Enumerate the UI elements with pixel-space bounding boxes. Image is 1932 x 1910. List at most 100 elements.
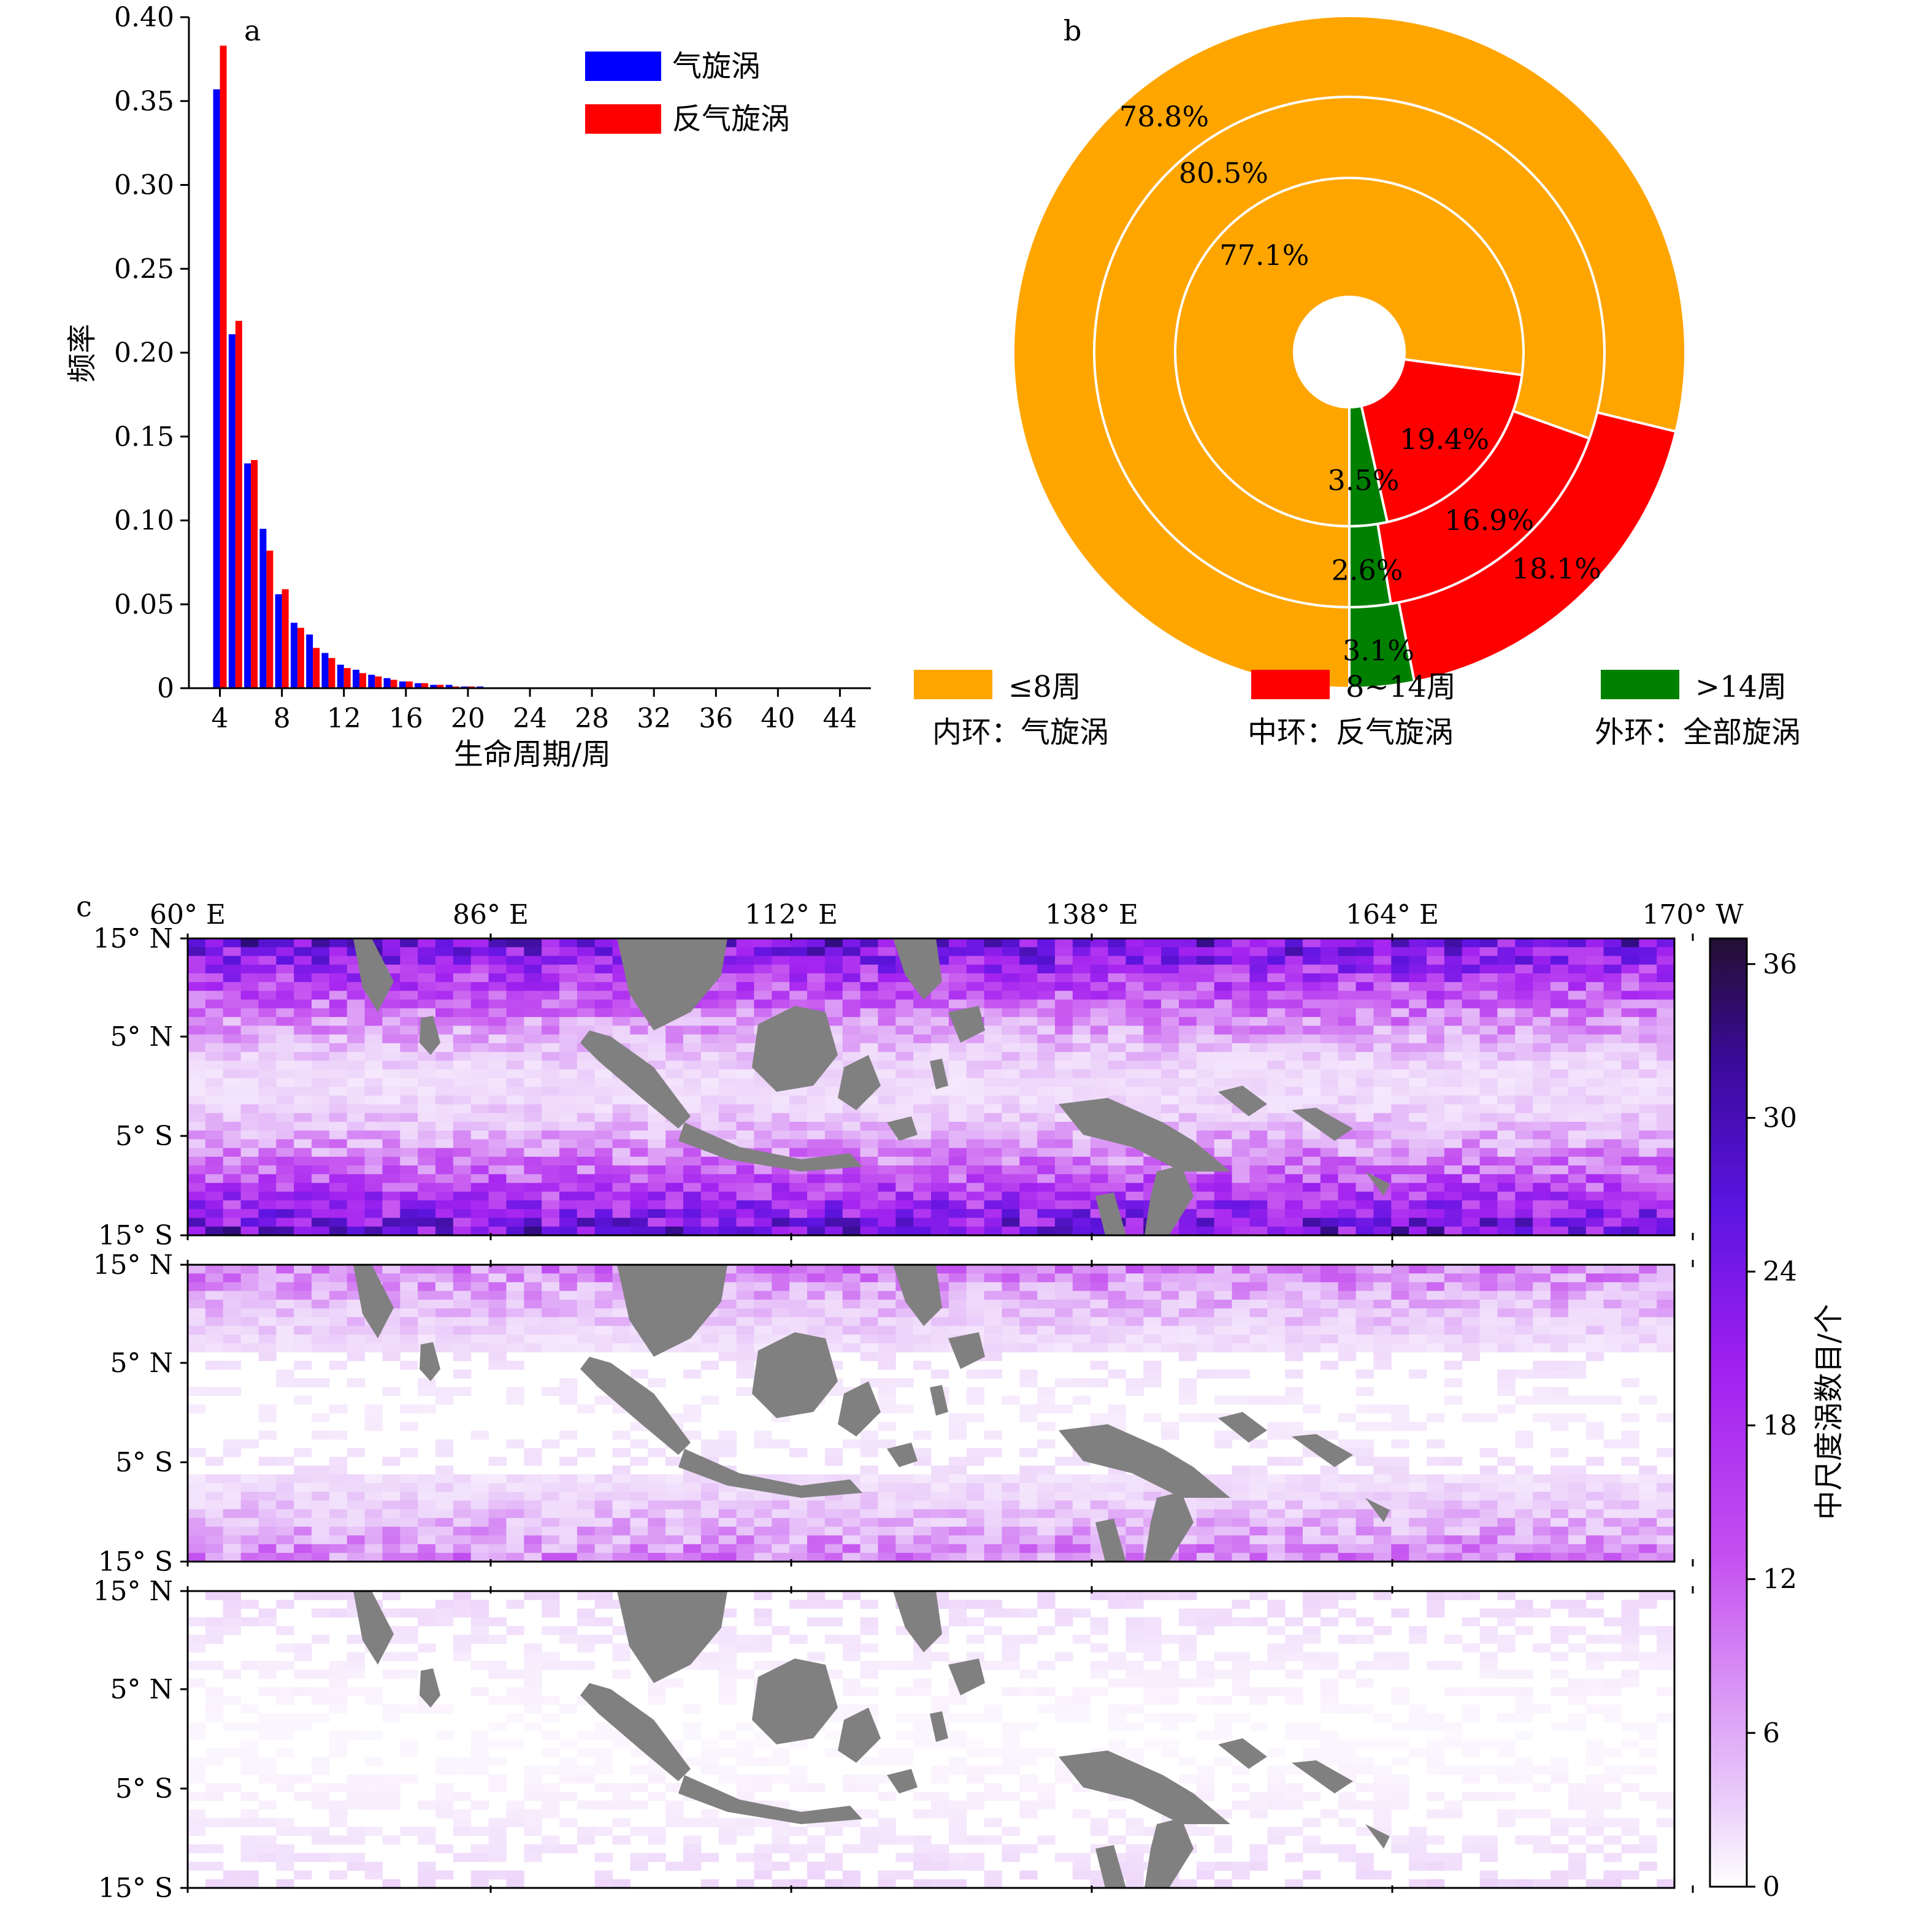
map-cell <box>205 1291 224 1300</box>
map-cell <box>807 1474 826 1484</box>
map-cell <box>312 999 330 1009</box>
map-cell <box>1603 1509 1622 1519</box>
map-cell <box>1125 1069 1144 1079</box>
map-cell <box>1444 1087 1463 1096</box>
map-cell <box>1427 1191 1445 1201</box>
map-cell <box>754 1139 772 1149</box>
map-cell <box>842 1052 861 1061</box>
map-cell <box>382 999 401 1009</box>
map-cell <box>506 1527 524 1536</box>
map-cell <box>188 1299 206 1309</box>
map-cell <box>453 1008 472 1018</box>
map-cell <box>948 947 967 956</box>
map-cell <box>1249 1226 1268 1235</box>
map-cell <box>772 1439 790 1449</box>
map-cell <box>488 1087 507 1096</box>
map-cell <box>665 1200 684 1210</box>
map-cell <box>736 1060 754 1070</box>
map-cell <box>807 1218 826 1227</box>
map-cell <box>1232 973 1250 983</box>
map-cell <box>1568 1265 1587 1274</box>
map-cell <box>400 1104 418 1114</box>
map-cell <box>1497 973 1516 983</box>
map-cell <box>364 1130 383 1140</box>
map-cell <box>488 1156 507 1166</box>
map-cell <box>506 1060 524 1070</box>
map-cell <box>205 1113 224 1122</box>
bar-legend: 气旋涡 反气旋涡 <box>585 49 790 136</box>
map-cell <box>1462 1282 1481 1292</box>
map-cell <box>1373 1026 1392 1035</box>
map-cell <box>1285 1209 1303 1219</box>
map-cell <box>700 1008 719 1018</box>
map-cell <box>1267 1343 1286 1352</box>
map-cell <box>400 973 418 983</box>
map-cell <box>542 1200 560 1210</box>
map-cell <box>842 1273 861 1283</box>
map-cell <box>1249 1517 1268 1527</box>
map-cell <box>1090 1282 1109 1292</box>
map-cell <box>488 1282 507 1292</box>
map-cell <box>400 1139 418 1149</box>
y-tick-label: 0.35 <box>114 86 174 117</box>
map-cell <box>524 1017 542 1026</box>
map-cell <box>789 1299 808 1309</box>
map-cell <box>1551 1299 1569 1309</box>
map-cell <box>1214 1034 1233 1044</box>
map-cell <box>418 956 436 965</box>
map-cell <box>1179 1052 1197 1061</box>
map-cell <box>364 1060 383 1070</box>
map-cell <box>1462 1265 1481 1274</box>
map-cell <box>931 1087 949 1096</box>
map-cell <box>1232 1308 1250 1317</box>
x-tick-label: 24 <box>513 703 547 734</box>
map-cell <box>1533 1017 1551 1026</box>
map-cell <box>1232 1026 1250 1035</box>
map-cell <box>1249 973 1268 983</box>
map-cell <box>1444 1104 1463 1114</box>
map-cell <box>1214 1395 1233 1405</box>
map-cell <box>594 1535 613 1545</box>
map-cell <box>1161 1078 1179 1087</box>
map-cell <box>1072 1500 1091 1510</box>
map-cell <box>754 1104 772 1114</box>
map-cell <box>524 1165 542 1175</box>
map-cell <box>984 1535 1002 1545</box>
map-cell <box>453 1156 472 1166</box>
map-cell <box>188 1026 206 1035</box>
map-cell <box>1373 1191 1392 1201</box>
map-cell <box>594 1552 613 1562</box>
map-cell <box>1427 1113 1445 1122</box>
map-cell <box>860 1165 878 1175</box>
map-cell <box>824 956 843 965</box>
map-cell <box>1621 1482 1639 1492</box>
map-cell <box>648 1174 666 1184</box>
map-cell <box>205 1156 224 1166</box>
map-cell <box>276 1078 294 1087</box>
map-cell <box>931 1527 949 1536</box>
map-cell <box>1603 956 1622 965</box>
map-cell <box>1196 1226 1215 1235</box>
map-cell <box>1568 982 1587 991</box>
map-cell <box>1391 1165 1409 1175</box>
map-cell <box>435 1544 454 1554</box>
map-cell <box>1391 1404 1409 1414</box>
map-cell <box>1462 1156 1481 1166</box>
map-cell <box>470 1008 489 1018</box>
map-cell <box>1161 1325 1179 1335</box>
map-cell <box>1621 1226 1639 1235</box>
map-cell <box>683 1343 702 1352</box>
map-cell <box>878 1500 896 1510</box>
map-cell <box>1320 1191 1339 1201</box>
map-cell <box>1585 1148 1604 1157</box>
map-cell <box>1338 947 1357 956</box>
map-cell <box>1002 947 1020 956</box>
map-cell <box>718 1087 737 1096</box>
map-cell <box>1462 1509 1481 1519</box>
map-cell <box>488 1299 507 1309</box>
map-cell <box>400 1535 418 1545</box>
map-cell <box>524 1069 542 1079</box>
map-cell <box>188 1334 206 1344</box>
map-cell <box>1568 1218 1587 1227</box>
map-cell <box>240 1308 259 1317</box>
